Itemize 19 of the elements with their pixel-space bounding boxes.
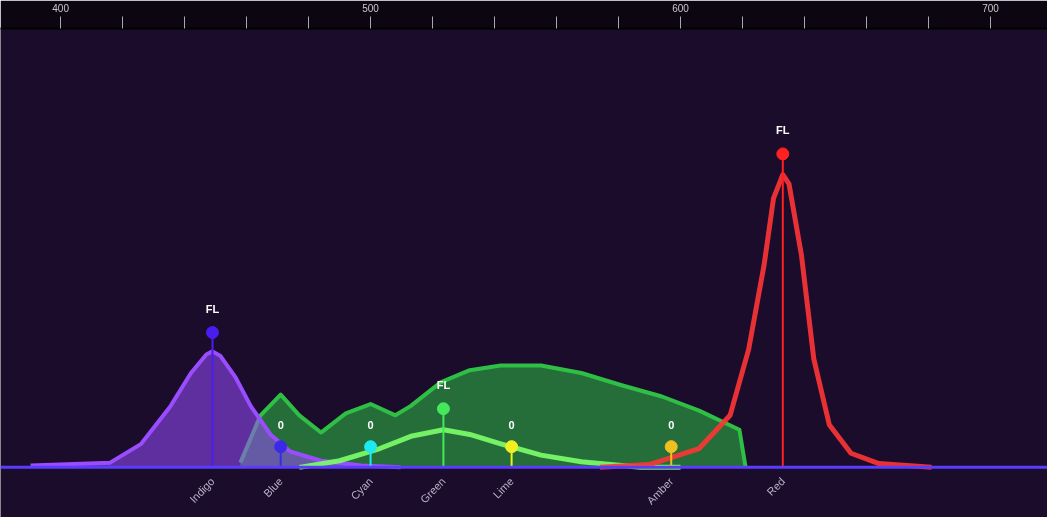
point — [505, 440, 519, 454]
annotation: 0 — [367, 418, 374, 431]
point — [364, 440, 378, 454]
x-tick-label: 400 — [52, 2, 70, 14]
point — [274, 440, 288, 454]
x-tick-label: 700 — [982, 2, 1000, 14]
annotation: FL — [436, 378, 451, 391]
annotation: 0 — [508, 418, 515, 431]
point — [436, 402, 450, 416]
x-tick-label: 500 — [362, 2, 380, 14]
x-tick-label: 600 — [672, 2, 690, 14]
point — [664, 440, 678, 454]
annotation: FL — [205, 302, 220, 315]
point — [776, 147, 790, 161]
annotation: 0 — [668, 418, 675, 431]
annotation: FL — [776, 123, 790, 136]
text: Blue — [261, 475, 286, 500]
annotation: 0 — [277, 418, 284, 431]
point — [206, 326, 219, 340]
